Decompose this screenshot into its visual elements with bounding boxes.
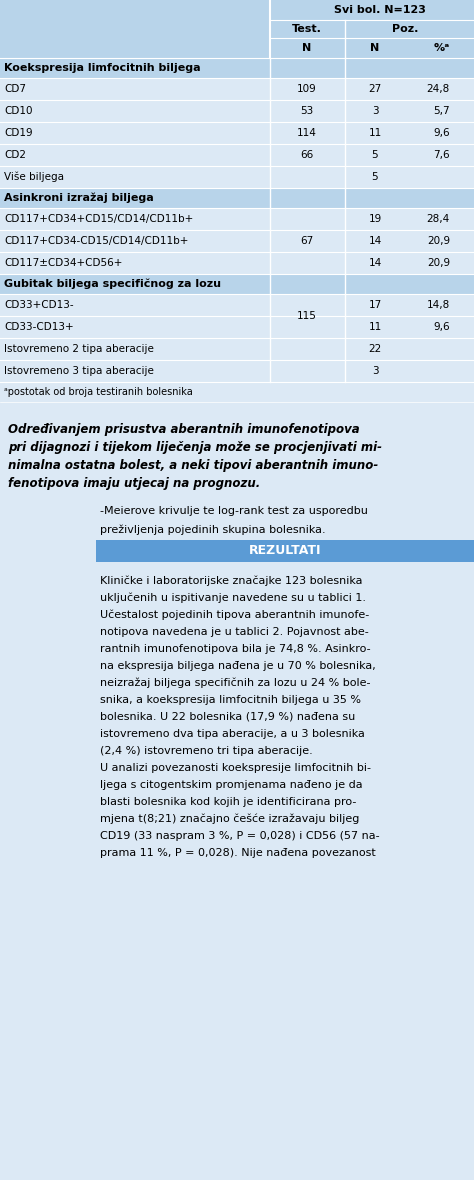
Text: istovremeno dva tipa aberacije, a u 3 bolesnika: istovremeno dva tipa aberacije, a u 3 bo… [100,729,365,739]
Text: 67: 67 [301,236,314,245]
Text: 20,9: 20,9 [427,236,450,245]
Text: Više biljega: Više biljega [4,172,64,182]
Text: notipova navedena je u tablici 2. Pojavnost abe-: notipova navedena je u tablici 2. Pojavn… [100,627,369,637]
Text: prama 11 %, P = 0,028). Nije nađena povezanost: prama 11 %, P = 0,028). Nije nađena pove… [100,847,376,858]
Bar [0,253,474,274]
Text: 24,8: 24,8 [427,84,450,94]
Text: REZULTATI: REZULTATI [249,544,321,557]
Bar [0,316,474,337]
Text: 7,6: 7,6 [433,150,450,160]
Text: 14: 14 [368,258,382,268]
Text: CD33-CD13+: CD33-CD13+ [4,322,73,332]
Bar [0,294,474,316]
Bar [0,337,474,360]
Text: 5: 5 [372,150,378,160]
Text: Istovremeno 3 tipa aberacije: Istovremeno 3 tipa aberacije [4,366,154,376]
Text: 9,6: 9,6 [433,322,450,332]
Text: 115: 115 [297,312,317,321]
Text: CD19 (33 naspram 3 %, P = 0,028) i CD56 (57 na-: CD19 (33 naspram 3 %, P = 0,028) i CD56 … [100,831,380,840]
Text: nimalna ostatna bolest, a neki tipovi aberantnih imuno-: nimalna ostatna bolest, a neki tipovi ab… [8,459,378,472]
Text: 14: 14 [368,236,382,245]
Bar [0,360,474,382]
Text: -Meierove krivulje te log-rank test za usporedbu: -Meierove krivulje te log-rank test za u… [100,506,368,517]
Text: 5: 5 [372,172,378,182]
Bar [0,274,474,294]
Text: Asinkroni izražaj biljega: Asinkroni izražaj biljega [4,192,154,203]
Text: CD2: CD2 [4,150,26,160]
Text: U analizi povezanosti koekspresije limfocitnih bi-: U analizi povezanosti koekspresije limfo… [100,762,371,773]
Text: %ᵃ: %ᵃ [434,42,450,53]
Text: 3: 3 [372,366,378,376]
Text: pri dijagnozi i tijekom liječenja može se procjenjivati mi-: pri dijagnozi i tijekom liječenja može s… [8,441,382,454]
Text: N: N [370,42,380,53]
Text: 14,8: 14,8 [427,300,450,310]
Text: blasti bolesnika kod kojih je identificirana pro-: blasti bolesnika kod kojih je identifici… [100,796,356,807]
Text: CD10: CD10 [4,106,33,116]
Bar [0,0,474,58]
Text: (2,4 %) istovremeno tri tipa aberacije.: (2,4 %) istovremeno tri tipa aberacije. [100,746,313,755]
Text: 22: 22 [368,345,382,354]
Text: bolesnika. U 22 bolesnika (17,9 %) nađena su: bolesnika. U 22 bolesnika (17,9 %) nađen… [100,712,355,722]
Text: 27: 27 [368,84,382,94]
Text: uključenih u ispitivanje navedene su u tablici 1.: uključenih u ispitivanje navedene su u t… [100,592,366,603]
Text: Kliničke i laboratorijske značajke 123 bolesnika: Kliničke i laboratorijske značajke 123 b… [100,576,363,586]
Text: CD117+CD34-CD15/CD14/CD11b+: CD117+CD34-CD15/CD14/CD11b+ [4,236,188,245]
Text: 53: 53 [301,106,314,116]
Text: CD19: CD19 [4,127,33,138]
Text: preživljenja pojedinih skupina bolesnika.: preživljenja pojedinih skupina bolesnika… [100,524,326,535]
Text: na ekspresija biljega nađena je u 70 % bolesnika,: na ekspresija biljega nađena je u 70 % b… [100,661,376,670]
Bar [0,208,474,230]
Text: Učestalost pojedinih tipova aberantnih imunofe-: Učestalost pojedinih tipova aberantnih i… [100,610,369,620]
Text: 11: 11 [368,127,382,138]
Text: CD117±CD34+CD56+: CD117±CD34+CD56+ [4,258,122,268]
Bar [0,144,474,166]
Text: 5,7: 5,7 [433,106,450,116]
Text: neizražaj biljega specifičnih za lozu u 24 % bole-: neizražaj biljega specifičnih za lozu u … [100,677,371,688]
Bar [0,382,474,402]
Bar [0,58,474,78]
Text: 66: 66 [301,150,314,160]
Text: CD33+CD13-: CD33+CD13- [4,300,73,310]
Bar [0,166,474,188]
Text: 109: 109 [297,84,317,94]
Text: 20,9: 20,9 [427,258,450,268]
Text: rantnih imunofenotipova bila je 74,8 %. Asinkro-: rantnih imunofenotipova bila je 74,8 %. … [100,644,371,654]
Text: 17: 17 [368,300,382,310]
Bar [0,188,474,208]
Bar [0,100,474,122]
Text: Gubitak biljega specifičnog za lozu: Gubitak biljega specifičnog za lozu [4,278,221,289]
Text: ljega s citogentskim promjenama nađeno je da: ljega s citogentskim promjenama nađeno j… [100,780,363,789]
Text: 11: 11 [368,322,382,332]
Bar [0,78,474,100]
Text: 28,4: 28,4 [427,214,450,224]
Text: snika, a koekspresija limfocitnih biljega u 35 %: snika, a koekspresija limfocitnih biljeg… [100,695,361,704]
Text: Istovremeno 2 tipa aberacije: Istovremeno 2 tipa aberacije [4,345,154,354]
Text: fenotipova imaju utjecaj na prognozu.: fenotipova imaju utjecaj na prognozu. [8,477,260,490]
Text: Koekspresija limfocitnih biljega: Koekspresija limfocitnih biljega [4,63,201,73]
Text: ᵃpostotak od broja testiranih bolesnika: ᵃpostotak od broja testiranih bolesnika [4,387,193,396]
Text: Test.: Test. [292,24,322,34]
Text: 19: 19 [368,214,382,224]
Bar [0,122,474,144]
Text: Određivanjem prisustva aberantnih imunofenotipova: Određivanjem prisustva aberantnih imunof… [8,422,360,435]
Text: 3: 3 [372,106,378,116]
Text: 114: 114 [297,127,317,138]
Text: 9,6: 9,6 [433,127,450,138]
Text: Svi bol. N=123: Svi bol. N=123 [334,5,426,15]
Text: CD7: CD7 [4,84,26,94]
Text: N: N [302,42,311,53]
Text: CD117+CD34+CD15/CD14/CD11b+: CD117+CD34+CD15/CD14/CD11b+ [4,214,193,224]
Bar [0,230,474,253]
Text: mjena t(8;21) značajno češće izražavaju biljeg: mjena t(8;21) značajno češće izražavaju … [100,813,359,824]
Text: Poz.: Poz. [392,24,418,34]
Bar [96,540,474,562]
